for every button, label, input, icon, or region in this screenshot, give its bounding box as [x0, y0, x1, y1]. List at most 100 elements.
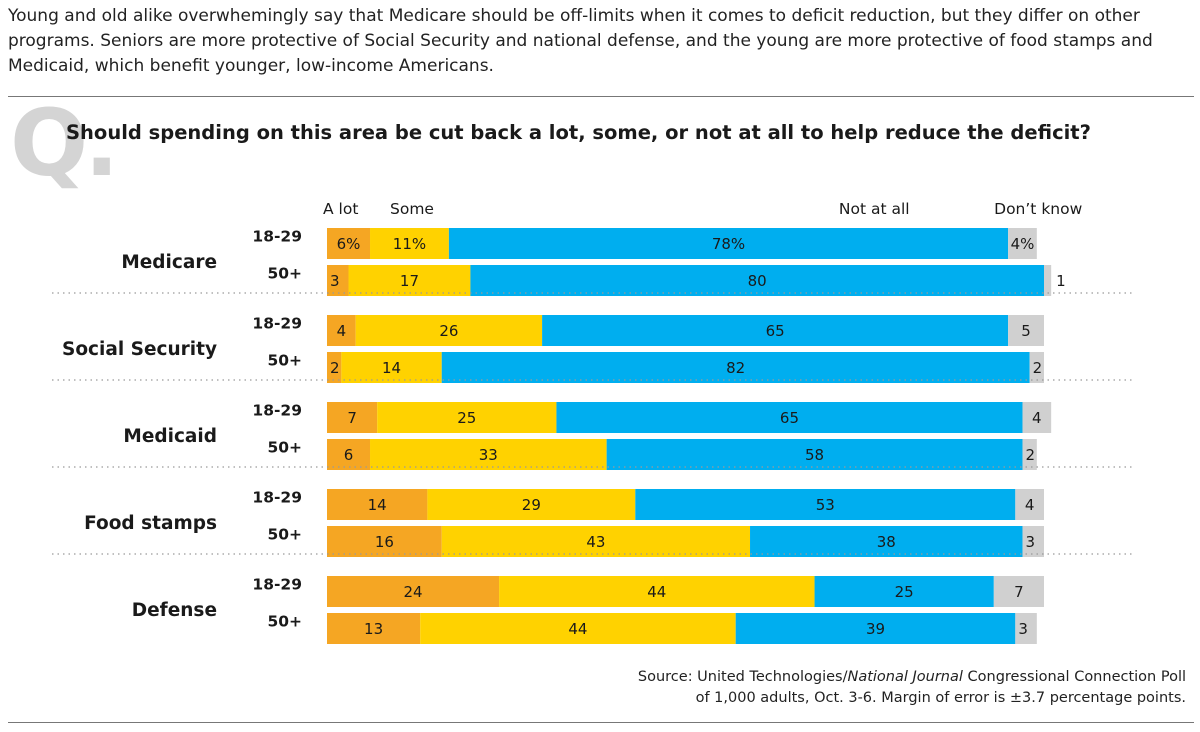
row-label-18-29: 18-29 [252, 489, 302, 507]
data-label: 44 [568, 620, 587, 638]
bar-segment-a-lot [327, 489, 428, 520]
data-label: 1 [1056, 272, 1066, 290]
bar-segment-some [377, 402, 557, 433]
data-label: 33 [479, 446, 498, 464]
bar-segment-some [348, 265, 471, 296]
bar-segment-not-at-all [448, 228, 1009, 259]
bar-segment-some [420, 613, 736, 644]
row-label-50: 50+ [267, 613, 302, 631]
row-label-18-29: 18-29 [252, 576, 302, 594]
top-rule [8, 96, 1194, 97]
data-label: 6 [344, 446, 354, 464]
data-label: 43 [586, 533, 605, 551]
bar-segment-not-at-all [556, 402, 1023, 433]
bar-segment-a-lot [327, 526, 442, 557]
bar-segment-don-t-know [1008, 315, 1044, 346]
bar-segment-some [370, 228, 449, 259]
data-label: 26 [439, 322, 458, 340]
bar-segment-don-t-know [1022, 526, 1044, 557]
bar-segment-not-at-all [606, 439, 1023, 470]
bar-segment-a-lot [327, 613, 421, 644]
bar-segment-not-at-all [735, 613, 1016, 644]
data-label: 14 [382, 359, 401, 377]
data-label: 4 [337, 322, 347, 340]
bar-segment-not-at-all [750, 526, 1023, 557]
bar-segment-not-at-all [635, 489, 1016, 520]
data-label: 14 [368, 496, 387, 514]
bar-segment-some [341, 352, 442, 383]
legend-a-lot: A lot [323, 200, 358, 218]
source-publication: National Journal [847, 669, 963, 685]
source-line-1: Source: United Technologies/National Jou… [638, 667, 1186, 688]
data-label: 4 [1025, 496, 1035, 514]
data-label: 13 [364, 620, 383, 638]
data-label: 6% [337, 235, 361, 253]
data-label: 82 [726, 359, 745, 377]
bar-segment-don-t-know [1015, 613, 1037, 644]
data-label: 3 [330, 272, 340, 290]
data-label: 16 [375, 533, 394, 551]
bottom-rule [8, 722, 1194, 723]
source-line-2: of 1,000 adults, Oct. 3-6. Margin of err… [695, 690, 1186, 706]
data-label: 7 [347, 409, 357, 427]
group-label-food-stamps: Food stamps [84, 513, 217, 534]
data-label: 2 [1033, 359, 1043, 377]
data-label: 17 [400, 272, 419, 290]
q-mark: Q. [10, 90, 119, 197]
row-label-18-29: 18-29 [252, 228, 302, 246]
bar-segment-don-t-know [1022, 402, 1052, 433]
bar-segment-not-at-all [441, 352, 1030, 383]
row-label-50: 50+ [267, 265, 302, 283]
group-label-medicaid: Medicaid [123, 426, 217, 447]
bar-segment-don-t-know [1029, 352, 1044, 383]
bar-segment-a-lot [327, 315, 356, 346]
bar-segment-some [427, 489, 636, 520]
group-label-defense: Defense [132, 600, 217, 621]
data-label: 3 [1018, 620, 1028, 638]
bar-segment-don-t-know [1044, 265, 1052, 296]
bar-segment-a-lot [327, 228, 371, 259]
bar-segment-some [370, 439, 607, 470]
source-suffix: Congressional Connection Poll [962, 669, 1187, 685]
bar-segment-don-t-know [1008, 228, 1037, 259]
data-label: 65 [766, 322, 785, 340]
data-label: 38 [877, 533, 896, 551]
data-label: 4 [1032, 409, 1042, 427]
data-label: 29 [522, 496, 541, 514]
data-label: 53 [816, 496, 835, 514]
data-label: 5 [1021, 322, 1031, 340]
legend-some: Some [390, 200, 434, 218]
bar-segment-some [355, 315, 543, 346]
group-label-social-security: Social Security [62, 339, 217, 360]
group-label-medicare: Medicare [121, 252, 217, 273]
bar-segment-don-t-know [993, 576, 1044, 607]
data-label: 3 [1025, 533, 1035, 551]
data-label: 80 [748, 272, 767, 290]
data-label: 25 [457, 409, 476, 427]
row-label-50: 50+ [267, 352, 302, 370]
bar-segment-a-lot [327, 439, 371, 470]
data-label: 65 [780, 409, 799, 427]
data-label: 4% [1011, 235, 1035, 253]
row-label-18-29: 18-29 [252, 315, 302, 333]
row-label-50: 50+ [267, 439, 302, 457]
row-label-50: 50+ [267, 526, 302, 544]
data-label: 7 [1014, 583, 1024, 601]
bar-segment-a-lot [327, 265, 349, 296]
data-label: 78% [712, 235, 745, 253]
data-label: 44 [647, 583, 666, 601]
source-prefix: Source: United Technologies/ [637, 669, 848, 685]
bar-segment-a-lot [327, 402, 378, 433]
bar-segment-not-at-all [542, 315, 1009, 346]
intro-text: Young and old alike overwhemingly say th… [8, 6, 1153, 76]
legend-not-at-all: Not at all [839, 200, 910, 218]
bar-segment-some [499, 576, 815, 607]
data-label: 11% [393, 235, 426, 253]
data-label: 39 [866, 620, 885, 638]
bar-segment-not-at-all [470, 265, 1044, 296]
bar-segment-a-lot [327, 352, 342, 383]
source-note: Source: United Technologies/National Jou… [638, 667, 1186, 709]
data-label: 24 [403, 583, 422, 601]
question-text: Should spending on this area be cut back… [66, 121, 1091, 144]
